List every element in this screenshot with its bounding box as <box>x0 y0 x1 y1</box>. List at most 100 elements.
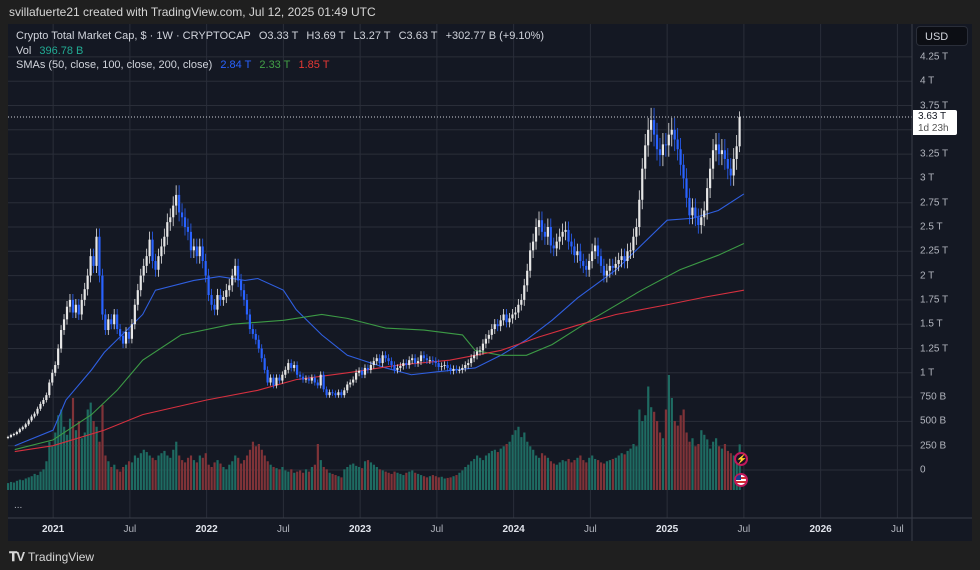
candle-body <box>735 146 738 159</box>
candle-body <box>301 376 305 380</box>
volume-bar <box>45 461 48 490</box>
candle-body <box>555 241 558 249</box>
candle-body <box>124 331 128 344</box>
volume-bar <box>709 448 712 490</box>
volume-bar <box>260 449 263 490</box>
volume-bar <box>163 450 166 490</box>
candle-body <box>496 324 499 327</box>
volume-bar <box>664 409 668 490</box>
candle-body <box>620 256 623 261</box>
candle-body <box>685 178 688 198</box>
price-tick-label: 2 T <box>920 270 935 282</box>
time-tick-label: Jul <box>430 524 444 535</box>
current-price-value: 3.63 T <box>918 111 947 122</box>
volume-bar <box>160 453 163 490</box>
candle-body <box>77 304 80 315</box>
candle-body <box>629 250 632 252</box>
volume-bar <box>42 469 45 490</box>
volume-bar <box>729 453 732 490</box>
candle-body <box>9 435 13 437</box>
volume-bar <box>30 476 33 490</box>
volume-bar <box>269 464 272 490</box>
candle-body <box>48 382 51 396</box>
volume-bar <box>717 446 721 490</box>
candle-body <box>661 144 664 156</box>
us-flag-icon[interactable] <box>734 473 748 487</box>
volume-bar <box>605 461 609 490</box>
candle-body <box>564 229 567 232</box>
candle-body <box>664 144 667 146</box>
candle-body <box>470 358 473 364</box>
candle-body <box>216 295 219 310</box>
grid <box>8 24 912 518</box>
currency-button[interactable]: USD <box>916 26 968 46</box>
volume-bar <box>602 463 606 490</box>
volume-bar <box>496 452 499 490</box>
candle-body <box>198 246 201 257</box>
candle-body <box>189 231 192 251</box>
candle-body <box>254 333 257 340</box>
candle-body <box>670 129 673 135</box>
lightning-icon[interactable]: ⚡ <box>734 452 748 466</box>
candle-body <box>732 158 735 176</box>
volume-bar <box>467 464 470 490</box>
candle-body <box>169 217 172 223</box>
time-tick-label: Jul <box>123 524 137 535</box>
candle-body <box>508 318 511 323</box>
candle-body <box>278 377 281 381</box>
time-tick-label: Jul <box>276 524 290 535</box>
volume-label[interactable]: Vol <box>16 44 32 57</box>
volume-bar <box>564 461 567 490</box>
candle-body <box>588 261 591 270</box>
candle-body <box>632 236 635 251</box>
volume-bar <box>77 421 80 490</box>
candle-body <box>676 139 679 150</box>
candle-body <box>638 199 641 227</box>
volume-bar <box>15 480 19 490</box>
volume-bar <box>127 461 131 490</box>
volume-bar <box>361 468 364 490</box>
candle-body <box>113 314 116 325</box>
candle-body <box>313 377 316 383</box>
volume-bar <box>597 460 600 490</box>
candle-body <box>691 207 694 216</box>
volume-bar <box>184 462 187 490</box>
candle-body <box>437 363 440 367</box>
candle-body <box>195 246 198 257</box>
candle-body <box>652 120 656 135</box>
candle-body <box>272 377 275 386</box>
volume-bar <box>48 441 51 490</box>
candle-body <box>98 236 101 276</box>
volume-bar <box>257 444 260 490</box>
candle-body <box>709 168 712 189</box>
candle-body <box>375 358 378 362</box>
candle-body <box>399 365 402 368</box>
volume-bar <box>555 464 558 490</box>
volume-bar <box>266 461 269 490</box>
volume-bar <box>549 461 552 490</box>
candle-body <box>585 265 588 270</box>
volume-bar <box>650 407 653 490</box>
volume-bar <box>7 483 10 490</box>
symbol-title[interactable]: Crypto Total Market Cap, $ · 1W · CRYPTO… <box>16 30 251 42</box>
chart-legend: Crypto Total Market Cap, $ · 1W · CRYPTO… <box>16 29 549 73</box>
candle-body <box>239 280 243 291</box>
volume-bar <box>172 449 175 490</box>
candle-body <box>478 350 482 352</box>
candle-body <box>714 144 718 151</box>
brand-name: TradingView <box>28 550 95 564</box>
candle-body <box>543 231 546 237</box>
volume-bar <box>726 450 729 490</box>
volume-bar <box>169 457 172 490</box>
candle-body <box>490 329 493 335</box>
candle-body <box>57 348 60 366</box>
candle-body <box>6 436 10 438</box>
volume-bar <box>679 415 682 490</box>
candle-body <box>71 299 74 313</box>
candle-body <box>101 275 104 315</box>
sma-label[interactable]: SMAs (50, close, 100, close, 200, close) <box>16 59 213 71</box>
pane-menu-button[interactable]: ... <box>14 500 23 511</box>
volume-bar <box>390 473 393 490</box>
candle-body <box>558 236 561 242</box>
